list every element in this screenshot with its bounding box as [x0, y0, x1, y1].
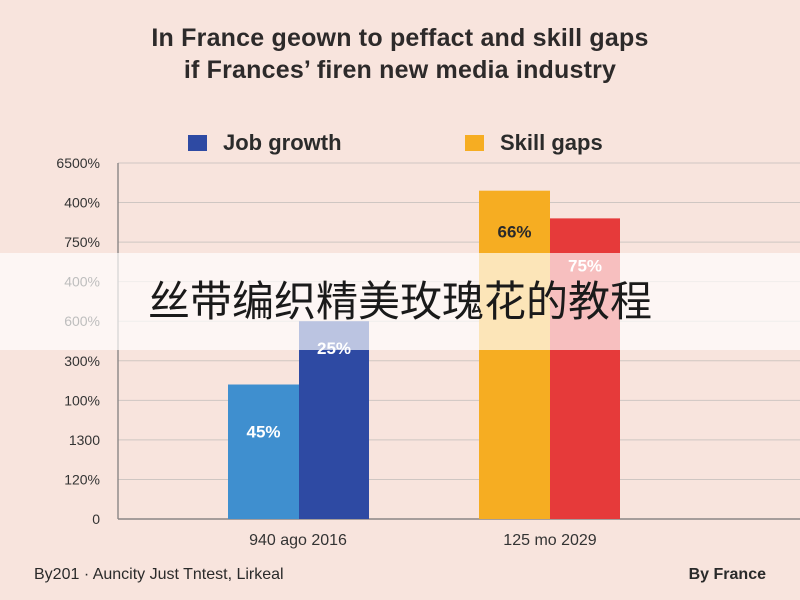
y-tick-label: 120% [64, 471, 100, 487]
y-tick-label: 6500% [56, 155, 100, 171]
footer-source: By201 · Auncity Just Tntest, Lirkeal [34, 566, 284, 583]
bar-data-label: 66% [497, 223, 531, 242]
caption-band [0, 253, 800, 350]
legend-label-job-growth: Job growth [223, 130, 342, 155]
x-tick-label: 940 ago 2016 [249, 532, 347, 549]
y-tick-label: 1300 [69, 432, 100, 448]
bar [299, 321, 369, 519]
footer-credit: By France [688, 566, 766, 583]
legend-swatch-job-growth [188, 135, 207, 151]
y-tick-label: 300% [64, 353, 100, 369]
bar [479, 190, 550, 519]
y-tick-label: 0 [92, 511, 100, 527]
chart-title-line-1: In France geown to peffact and skill gap… [151, 24, 649, 52]
x-tick-label: 125 mo 2029 [503, 532, 597, 549]
bar [228, 384, 299, 519]
legend-label-skill-gaps: Skill gaps [500, 130, 603, 155]
legend-swatch-skill-gaps [465, 135, 484, 151]
caption-text: 丝带编织精美玫瑰花的教程 [147, 277, 652, 326]
chart-title-line-2: if Frances’ firen new media industry [183, 56, 617, 84]
y-tick-label: 400% [64, 195, 100, 211]
y-tick-label: 100% [64, 392, 100, 408]
bar-data-label: 45% [246, 423, 280, 442]
legend-item-skill-gaps: Skill gaps [465, 130, 603, 156]
y-tick-label: 750% [64, 234, 100, 250]
legend-item-job-growth: Job growth [188, 130, 342, 156]
